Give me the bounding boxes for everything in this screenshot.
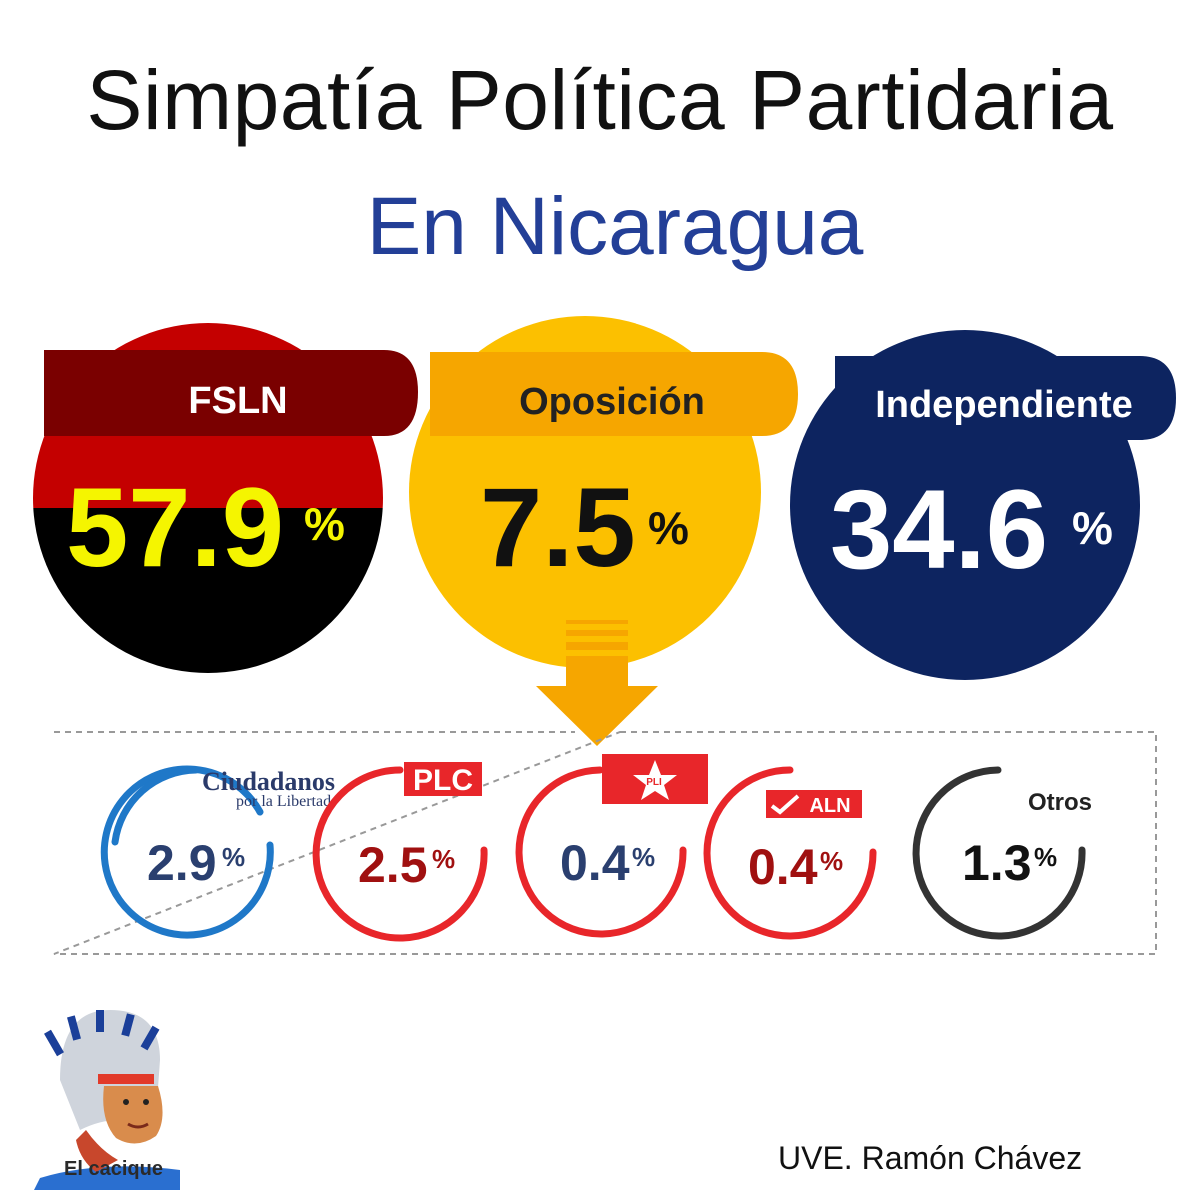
pli-logo-text: PLI [646, 777, 662, 788]
aln-percent-sign: % [820, 846, 843, 876]
circle-fsln: FSLN 57.9 % [33, 323, 418, 673]
circle-independiente: Independiente 34.6 % [790, 330, 1176, 680]
ring-plc: PLC 2.5 % [312, 762, 488, 942]
oposicion-value: 7.5 [480, 465, 636, 590]
aln-logo-text: ALN [809, 795, 850, 817]
opposition-breakdown-box [53, 731, 1157, 955]
pli-value: 0.4 [560, 835, 630, 891]
independiente-value: 34.6 [830, 467, 1048, 592]
fsln-label-tab [44, 350, 418, 436]
plc-logo-text: PLC [413, 764, 473, 797]
chart-title: Simpatía Política Partidaria [86, 53, 1114, 147]
ring-pli: PLI 0.4 % [515, 754, 708, 938]
oposicion-label-tab [430, 352, 798, 436]
logo-caption: El cacique [64, 1158, 163, 1180]
cacique-logo [34, 1010, 180, 1190]
aln-value: 0.4 [748, 839, 818, 895]
independiente-label: Independiente [875, 384, 1133, 426]
independiente-label-tab [835, 356, 1176, 440]
otros-logo-text: Otros [1028, 789, 1092, 816]
ring-cxl: Ciudadanos por la Libertad 2.9 % [100, 765, 335, 939]
cxl-logo-subtext: por la Libertad [236, 793, 331, 810]
otros-percent-sign: % [1034, 842, 1057, 872]
otros-value: 1.3 [962, 835, 1032, 891]
arrow-down-icon [536, 620, 658, 746]
fsln-percent-sign: % [304, 498, 345, 550]
checkmark-icon [770, 794, 800, 815]
oposicion-label: Oposición [519, 381, 705, 423]
ring-aln: ALN 0.4 % [703, 766, 877, 940]
cxl-percent-sign: % [222, 842, 245, 872]
oposicion-percent-sign: % [648, 502, 689, 554]
chart-subtitle: En Nicaragua [366, 181, 864, 272]
pli-percent-sign: % [632, 842, 655, 872]
circle-oposicion: Oposición 7.5 % [409, 316, 798, 746]
ring-otros: Otros 1.3 % [912, 766, 1092, 940]
plc-logo-box [404, 762, 482, 796]
source-credit: UVE. Ramón Chávez [778, 1140, 1083, 1176]
plc-value: 2.5 [358, 837, 428, 893]
aln-logo-box [766, 790, 862, 818]
star-icon [633, 760, 677, 800]
independiente-percent-sign: % [1072, 502, 1113, 554]
fsln-value: 57.9 [66, 465, 284, 590]
cxl-value: 2.9 [147, 835, 217, 891]
cxl-logo-text: Ciudadanos [202, 767, 335, 796]
fsln-label: FSLN [188, 380, 287, 422]
plc-percent-sign: % [432, 844, 455, 874]
